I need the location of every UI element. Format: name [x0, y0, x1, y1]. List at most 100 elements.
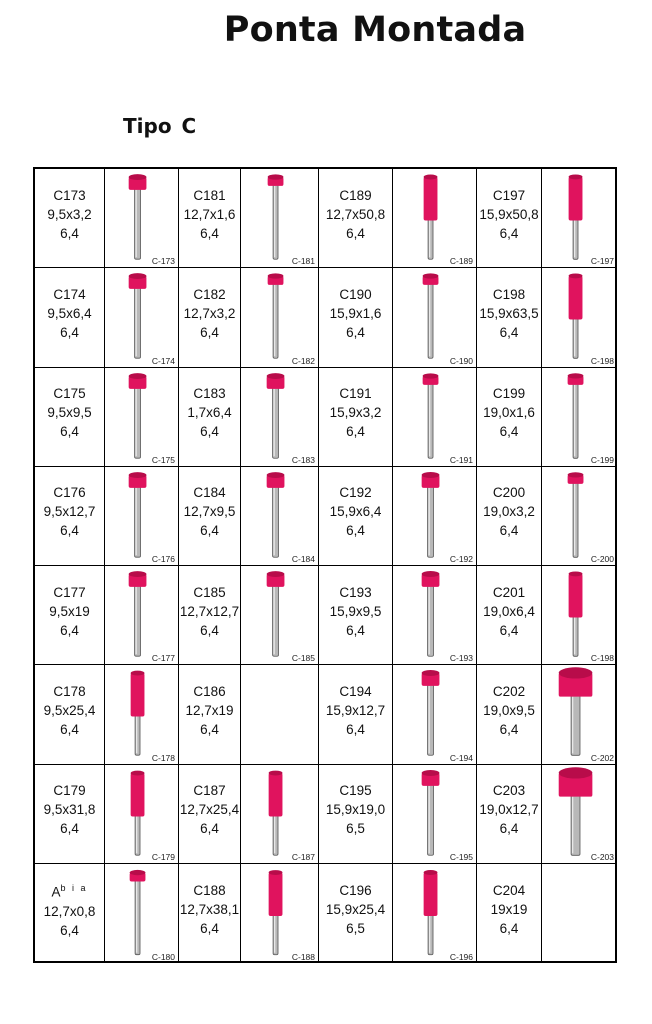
product-info-cell: C181 12,7x1,6 6,4	[179, 169, 241, 269]
product-image-cell: C-196	[393, 863, 477, 963]
product-info-cell: C191 15,9x3,2 6,4	[319, 367, 393, 467]
tool-shaft	[427, 683, 434, 756]
product-info-cell: C177 9,5x19 6,4	[35, 566, 105, 666]
image-label: C-195	[449, 851, 473, 862]
tool-head-top	[558, 667, 593, 679]
tool-head	[128, 574, 147, 587]
tool-shaft-highlight	[429, 915, 431, 953]
tool-head	[421, 573, 440, 587]
tool-shaft	[427, 584, 434, 657]
long-cylinder-tool-icon	[268, 869, 283, 955]
image-label: C-199	[590, 454, 614, 465]
image-label: C-184	[291, 554, 315, 564]
product-info-cell: C199 19,0x1,6 6,4	[477, 367, 542, 467]
product-shank: 6,4	[60, 821, 79, 837]
product-image-cell: C-183	[241, 367, 319, 467]
tool-head	[568, 176, 583, 221]
tool-shaft-highlight	[273, 586, 275, 655]
image-label: C-191	[449, 454, 473, 465]
image-label: C-190	[449, 355, 473, 366]
product-code-text: C179	[53, 783, 86, 799]
product-code-text: C196	[339, 882, 372, 898]
product-code-text: C192	[339, 485, 372, 501]
product-info-cell: C190 15,9x1,6 6,4	[319, 268, 393, 368]
product-info-cell: Ab i a 12,7x0,8 6,4	[35, 863, 105, 963]
tool-shaft-highlight	[572, 696, 574, 754]
product-image-cell: C-178	[105, 665, 179, 765]
product-code: C175	[53, 384, 85, 403]
product-info-cell: C187 12,7x25,4 6,4	[179, 764, 241, 864]
product-image-cell: C-203	[542, 765, 617, 864]
cylinder-head-tool-icon	[266, 471, 285, 558]
product-shank: 6,4	[346, 424, 365, 440]
product-shank: 6,4	[499, 324, 519, 340]
product-image-cell: C-192	[393, 466, 477, 566]
tool-shaft	[427, 282, 434, 359]
product-dimensions: 12,7x12,7	[179, 603, 240, 619]
tool-head	[128, 375, 147, 389]
product-shank: 6,4	[346, 721, 365, 737]
product-info-cell: C179 9,5x31,8 6,4	[35, 764, 105, 864]
product-code: C194	[339, 682, 371, 701]
long-cylinder-tool-icon	[568, 571, 583, 657]
image-label: C-176	[151, 554, 175, 564]
product-dimensions: 15,9x3,2	[329, 405, 382, 421]
disc-head-tool-icon	[267, 174, 284, 260]
product-dimensions: 12,7x19	[185, 702, 234, 718]
product-shank: 6,4	[60, 523, 79, 539]
product-code-text: C201	[492, 584, 526, 600]
product-dimensions: 9,5x12,7	[43, 504, 96, 520]
image-label: C-187	[291, 851, 315, 862]
product-code-text: C190	[339, 286, 372, 302]
product-code: C186	[193, 682, 225, 701]
product-code-text: C204	[492, 882, 526, 898]
tool-shaft	[134, 813, 141, 856]
product-image-cell: C-190	[393, 268, 477, 368]
tool-head-top	[422, 273, 439, 279]
product-code-text: C181	[193, 187, 226, 203]
tool-head-top	[129, 869, 146, 875]
product-dimensions: 15,9x1,6	[329, 305, 382, 321]
product-shank: 6,4	[499, 721, 519, 737]
product-shank: 6,4	[346, 523, 365, 539]
product-code: C183	[193, 384, 225, 403]
tool-head-top	[422, 372, 439, 379]
product-info-cell: C189 12,7x50,8 6,4	[319, 169, 393, 269]
product-dimensions: 19,0x3,2	[483, 504, 535, 520]
tool-shaft-highlight	[574, 384, 576, 456]
cylinder-head-tool-icon	[421, 670, 440, 756]
tool-shaft	[134, 714, 141, 756]
section-subtitle: Tipo C	[123, 114, 197, 138]
product-image-cell: C-176	[105, 466, 179, 566]
tool-head-top	[128, 174, 147, 181]
product-dimensions: 1,7x6,4	[187, 405, 232, 421]
product-code-text: C174	[53, 286, 86, 302]
product-dimensions: 15,9x9,5	[329, 603, 382, 619]
long-cylinder-tool-icon	[130, 670, 145, 756]
tool-shaft-highlight	[574, 220, 576, 258]
tool-shaft-highlight	[574, 483, 576, 556]
product-shank: 6,4	[200, 920, 219, 936]
product-info-cell: C182 12,7x3,2 6,4	[179, 268, 241, 368]
image-label: C-183	[291, 454, 315, 465]
image-label: C-197	[590, 256, 614, 267]
tool-shaft-highlight	[428, 785, 430, 853]
product-code-text: C173	[53, 187, 86, 203]
product-shank: 6,4	[200, 324, 219, 340]
product-info-cell: C173 9,5x3,2 6,4	[35, 169, 105, 269]
product-info-cell: C193 15,9x9,5 6,4	[319, 566, 393, 666]
image-label: C-180	[151, 952, 175, 962]
product-code-text: C195	[339, 783, 372, 799]
product-code-text: C189	[339, 187, 372, 203]
tool-head-top	[568, 174, 583, 180]
tool-head-top	[266, 471, 285, 478]
image-label: C-200	[590, 554, 614, 564]
product-dimensions: 12,7x38,1	[179, 901, 240, 917]
long-cylinder-tool-icon	[568, 174, 583, 260]
product-shank: 6,4	[60, 922, 79, 938]
cylinder-head-tool-icon	[128, 571, 147, 657]
product-info-cell: C194 15,9x12,7 6,4	[319, 665, 393, 765]
product-info-cell: C204 19x19 6,4	[477, 863, 542, 963]
tool-head-top	[421, 471, 440, 478]
product-code: C185	[193, 583, 225, 602]
